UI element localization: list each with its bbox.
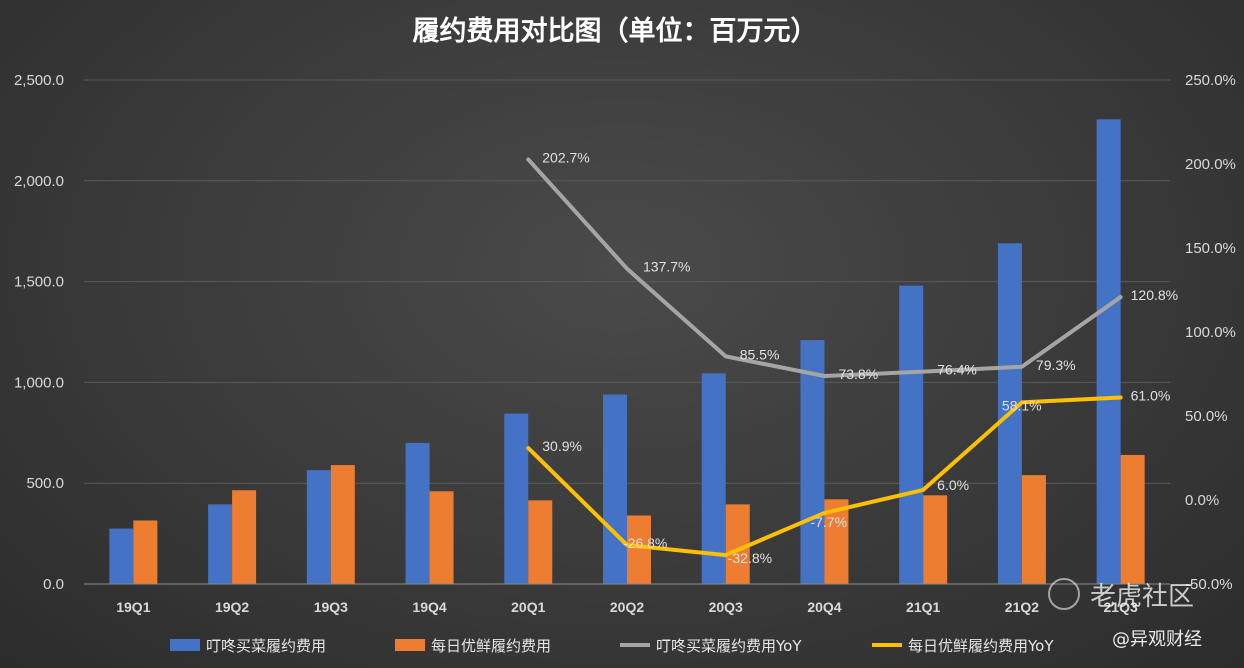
data-label: -32.8% [728, 550, 772, 566]
data-label: -7.7% [810, 514, 847, 530]
watermark: 老虎社区 @异观财经 [1048, 578, 1202, 650]
chart-title: 履约费用对比图（单位：百万元） [413, 15, 818, 47]
data-label: 61.0% [1131, 388, 1171, 404]
legend-swatch [170, 639, 200, 651]
x-tick-label: 20Q4 [807, 599, 841, 615]
x-tick-label: 19Q1 [116, 599, 150, 615]
data-label: 30.9% [542, 438, 582, 454]
bar [725, 504, 750, 584]
x-tick-label: 19Q2 [215, 599, 249, 615]
bar [800, 340, 825, 584]
watermark-handle: @异观财经 [1112, 629, 1202, 650]
bar [899, 285, 924, 584]
y-right-tick-label: 100.0% [1185, 324, 1236, 341]
y-right-tick-label: 250.0% [1185, 72, 1236, 89]
data-label: 76.4% [937, 362, 977, 378]
y-left-tick-label: 500.0 [26, 475, 64, 492]
bar [405, 442, 430, 584]
legend-label: 叮咚买菜履约费用 [206, 637, 326, 655]
data-label: 6.0% [937, 477, 969, 493]
bar [1096, 119, 1121, 584]
y-right-tick-label: 150.0% [1185, 240, 1236, 257]
legend-label: 每日优鲜履约费用 [431, 637, 551, 655]
bar-series [109, 119, 1145, 584]
legend-label: 每日优鲜履约费用YoY [908, 637, 1054, 655]
y-axis-left: 0.0 500.0 1,000.0 1,500.0 2,000.0 2,500.0 [14, 72, 64, 593]
x-tick-label: 20Q2 [610, 599, 644, 615]
y-left-tick-label: 1,500.0 [14, 274, 64, 291]
x-tick-label: 21Q3 [1104, 599, 1138, 615]
data-label: 202.7% [542, 149, 589, 165]
watermark-brand: 老虎社区 [1090, 582, 1194, 612]
data-label: 79.3% [1036, 357, 1076, 373]
tiger-logo-icon [1048, 578, 1080, 610]
x-tick-label: 19Q4 [412, 599, 446, 615]
x-tick-label: 19Q3 [314, 599, 348, 615]
legend-swatch [395, 639, 425, 651]
y-right-tick-label: 200.0% [1185, 156, 1236, 173]
line-series: 202.7% 137.7% 85.5% 73.8% 76.4% 79.3% 120.8% 30… [526, 149, 1178, 566]
bar [133, 520, 158, 584]
line-series-path [526, 157, 1123, 379]
bar [627, 515, 651, 584]
y-left-tick-label: 2,000.0 [14, 173, 64, 190]
y-right-tick-label: -50.0% [1185, 576, 1233, 593]
bar [306, 470, 331, 584]
data-label: 85.5% [740, 346, 780, 362]
line-series-path [526, 395, 1123, 558]
bar [429, 491, 454, 584]
y-right-tick-label: 50.0% [1185, 408, 1228, 425]
legend-label: 叮咚买菜履约费用YoY [656, 637, 802, 655]
bar [528, 500, 553, 584]
y-left-tick-label: 1,000.0 [14, 374, 64, 391]
bar [701, 373, 726, 584]
bar [603, 394, 627, 584]
x-tick-label: 20Q3 [709, 599, 743, 615]
bar [330, 465, 355, 584]
data-label: 73.8% [838, 366, 878, 382]
bar [504, 413, 529, 584]
x-tick-label: 20Q1 [511, 599, 545, 615]
y-left-tick-label: 2,500.0 [14, 72, 64, 89]
bar [1120, 454, 1145, 584]
bar [1021, 475, 1046, 584]
data-label: 137.7% [643, 259, 690, 275]
y-axis-right: -50.0% 0.0% 50.0% 100.0% 150.0% 200.0% 250.0% [1185, 72, 1236, 593]
data-label: 58.1% [1002, 397, 1042, 413]
legend: 叮咚买菜履约费用 每日优鲜履约费用 叮咚买菜履约费用YoY 每日优鲜履约费用YoY [170, 637, 1054, 655]
bar [208, 504, 233, 584]
x-tick-label: 21Q2 [1005, 599, 1039, 615]
bar [109, 528, 134, 584]
y-right-tick-label: 0.0% [1185, 492, 1219, 509]
x-axis: 19Q1 19Q2 19Q3 19Q4 20Q1 20Q2 20Q3 20Q4 21Q1 21Q2… [84, 583, 1170, 615]
data-label: -26.8% [623, 535, 667, 551]
legend-swatch [872, 643, 902, 647]
data-label: 120.8% [1131, 287, 1178, 303]
legend-swatch [620, 643, 650, 647]
x-tick-label: 21Q1 [906, 599, 940, 615]
bar [923, 495, 948, 584]
y-left-tick-label: 0.0 [43, 576, 64, 593]
bar [232, 490, 257, 584]
